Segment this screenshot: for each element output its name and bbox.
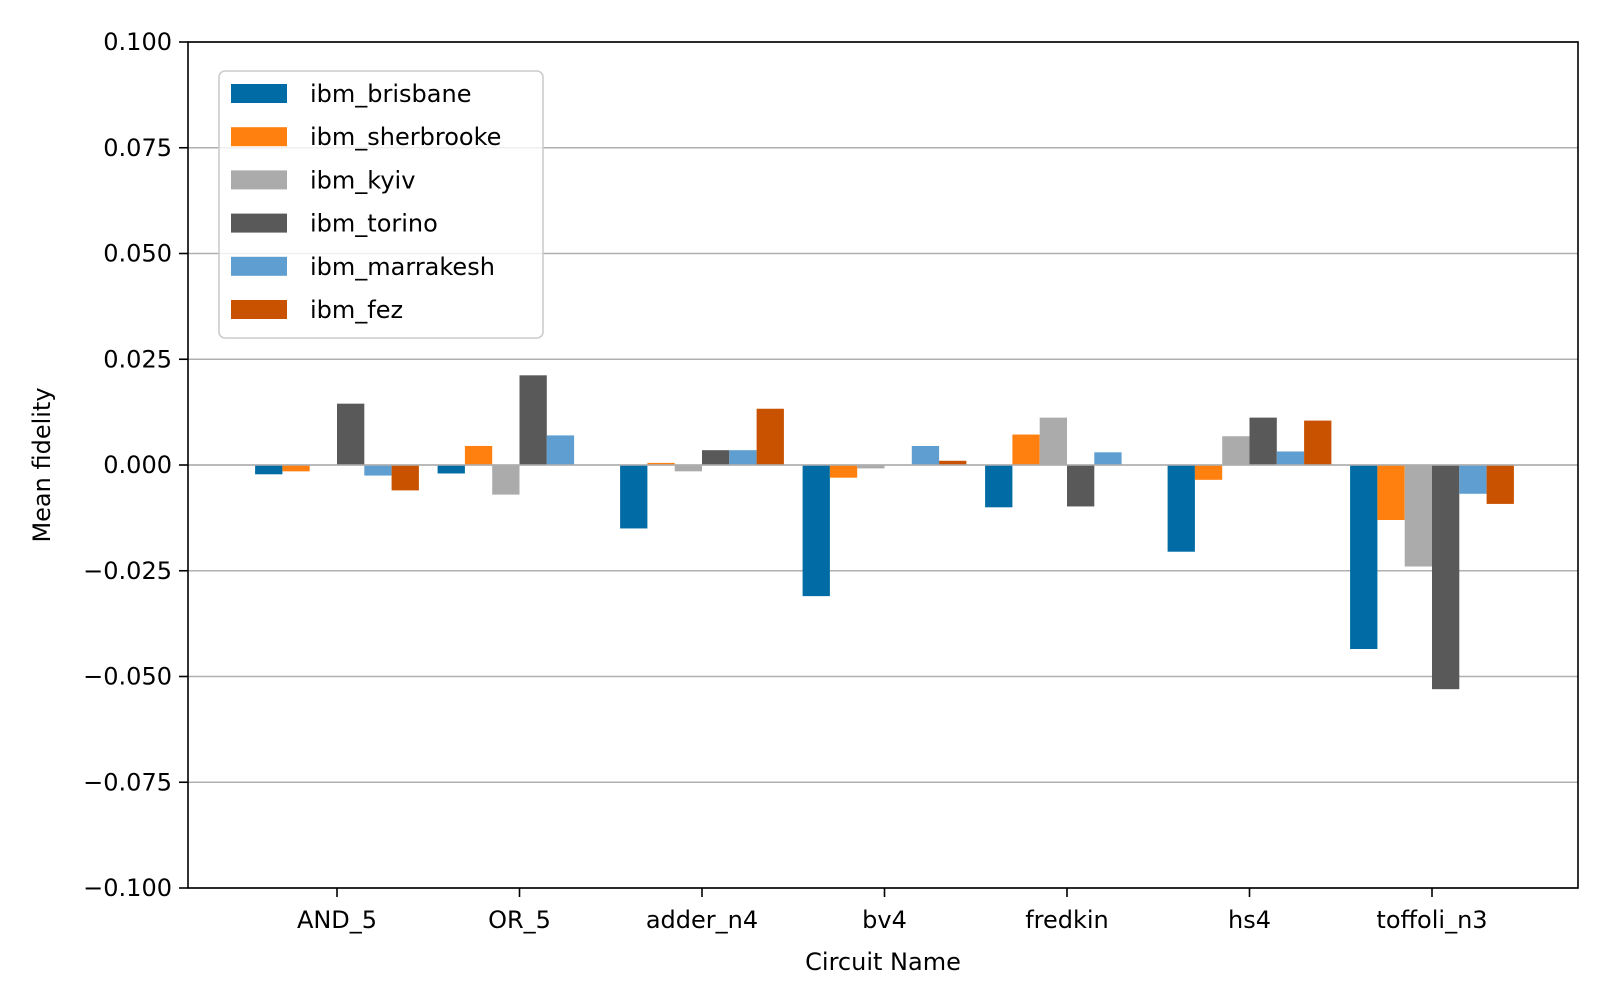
x-tick-label: bv4 <box>862 906 907 934</box>
y-tick-label: 0.100 <box>103 28 172 56</box>
y-axis: 0.100 0.075 0.050 0.025 0.000 −0.025 −0.050 −0.… <box>83 28 188 902</box>
x-tick-label: OR_5 <box>488 906 551 934</box>
bar-ibm_torino-OR_5 <box>520 375 547 465</box>
legend-label: ibm_fez <box>310 296 403 324</box>
bar-ibm_torino-adder_n4 <box>702 450 729 465</box>
y-tick-label: −0.050 <box>83 663 172 691</box>
bar-ibm_torino-AND_5 <box>337 404 364 465</box>
bar-ibm_fez-hs4 <box>1304 421 1331 465</box>
y-tick-label: 0.025 <box>103 345 172 373</box>
legend-swatch-ibm_fez <box>231 300 287 319</box>
legend-swatch-ibm_brisbane <box>231 84 287 103</box>
legend-label: ibm_marrakesh <box>310 253 495 281</box>
bar-ibm_torino-hs4 <box>1250 418 1277 465</box>
bar-ibm_kyiv-hs4 <box>1222 436 1249 465</box>
y-tick-label: −0.100 <box>83 874 172 902</box>
x-tick-label: fredkin <box>1025 906 1109 934</box>
bar-ibm_kyiv-toffoli_n3 <box>1405 465 1432 567</box>
bar-ibm_brisbane-toffoli_n3 <box>1350 465 1377 649</box>
legend: ibm_brisbane ibm_sherbrooke ibm_kyiv ibm_to… <box>219 71 543 338</box>
bar-ibm_sherbrooke-OR_5 <box>465 446 492 465</box>
bar-ibm_marrakesh-OR_5 <box>547 435 574 465</box>
bar-ibm_brisbane-bv4 <box>803 465 830 596</box>
bars <box>255 375 1514 689</box>
bar-ibm_kyiv-OR_5 <box>492 465 519 495</box>
legend-label: ibm_torino <box>310 210 438 238</box>
bar-ibm_kyiv-adder_n4 <box>675 465 702 471</box>
legend-label: ibm_kyiv <box>310 166 415 194</box>
x-tick-label: hs4 <box>1228 906 1271 934</box>
y-tick-label: 0.075 <box>103 134 172 162</box>
bar-ibm_sherbrooke-bv4 <box>830 465 857 478</box>
x-tick-label: toffoli_n3 <box>1376 906 1487 934</box>
bar-ibm_sherbrooke-hs4 <box>1195 465 1222 480</box>
y-tick-label: 0.050 <box>103 240 172 268</box>
bar-ibm_marrakesh-bv4 <box>912 446 939 465</box>
legend-swatch-ibm_torino <box>231 214 287 233</box>
bar-ibm_sherbrooke-toffoli_n3 <box>1377 465 1404 520</box>
legend-swatch-ibm_sherbrooke <box>231 127 287 146</box>
bar-ibm_sherbrooke-AND_5 <box>282 465 309 471</box>
bar-ibm_torino-fredkin <box>1067 465 1094 506</box>
bar-ibm_kyiv-fredkin <box>1040 418 1067 465</box>
x-tick-label: AND_5 <box>297 906 377 934</box>
x-axis-title: Circuit Name <box>805 948 961 976</box>
bar-ibm_fez-toffoli_n3 <box>1487 465 1514 504</box>
bar-ibm_marrakesh-adder_n4 <box>729 450 756 465</box>
x-tick-label: adder_n4 <box>646 906 758 934</box>
bar-ibm_brisbane-hs4 <box>1168 465 1195 552</box>
y-tick-label: −0.025 <box>83 557 172 585</box>
bar-ibm_brisbane-adder_n4 <box>620 465 647 528</box>
bar-ibm_sherbrooke-fredkin <box>1012 435 1039 465</box>
bar-ibm_brisbane-fredkin <box>985 465 1012 507</box>
bar-ibm_marrakesh-AND_5 <box>364 465 391 476</box>
bar-ibm_marrakesh-hs4 <box>1277 451 1304 465</box>
bar-ibm_marrakesh-toffoli_n3 <box>1459 465 1486 494</box>
x-axis: AND_5 OR_5 adder_n4 bv4 fredkin hs4 toffoli_n3 <box>297 888 1488 934</box>
legend-label: ibm_sherbrooke <box>310 123 501 151</box>
legend-label: ibm_brisbane <box>310 80 471 108</box>
legend-swatch-ibm_kyiv <box>231 170 287 189</box>
bar-ibm_brisbane-AND_5 <box>255 465 282 474</box>
legend-swatch-ibm_marrakesh <box>231 257 287 276</box>
bar-ibm_torino-toffoli_n3 <box>1432 465 1459 689</box>
bar-ibm_fez-adder_n4 <box>757 409 784 465</box>
bar-ibm_brisbane-OR_5 <box>438 465 465 473</box>
y-tick-label: −0.075 <box>83 768 172 796</box>
y-tick-label: 0.000 <box>103 451 172 479</box>
bar-ibm_marrakesh-fredkin <box>1094 452 1121 465</box>
bar-ibm_fez-AND_5 <box>392 465 419 490</box>
y-axis-title: Mean fidelity <box>28 387 56 542</box>
